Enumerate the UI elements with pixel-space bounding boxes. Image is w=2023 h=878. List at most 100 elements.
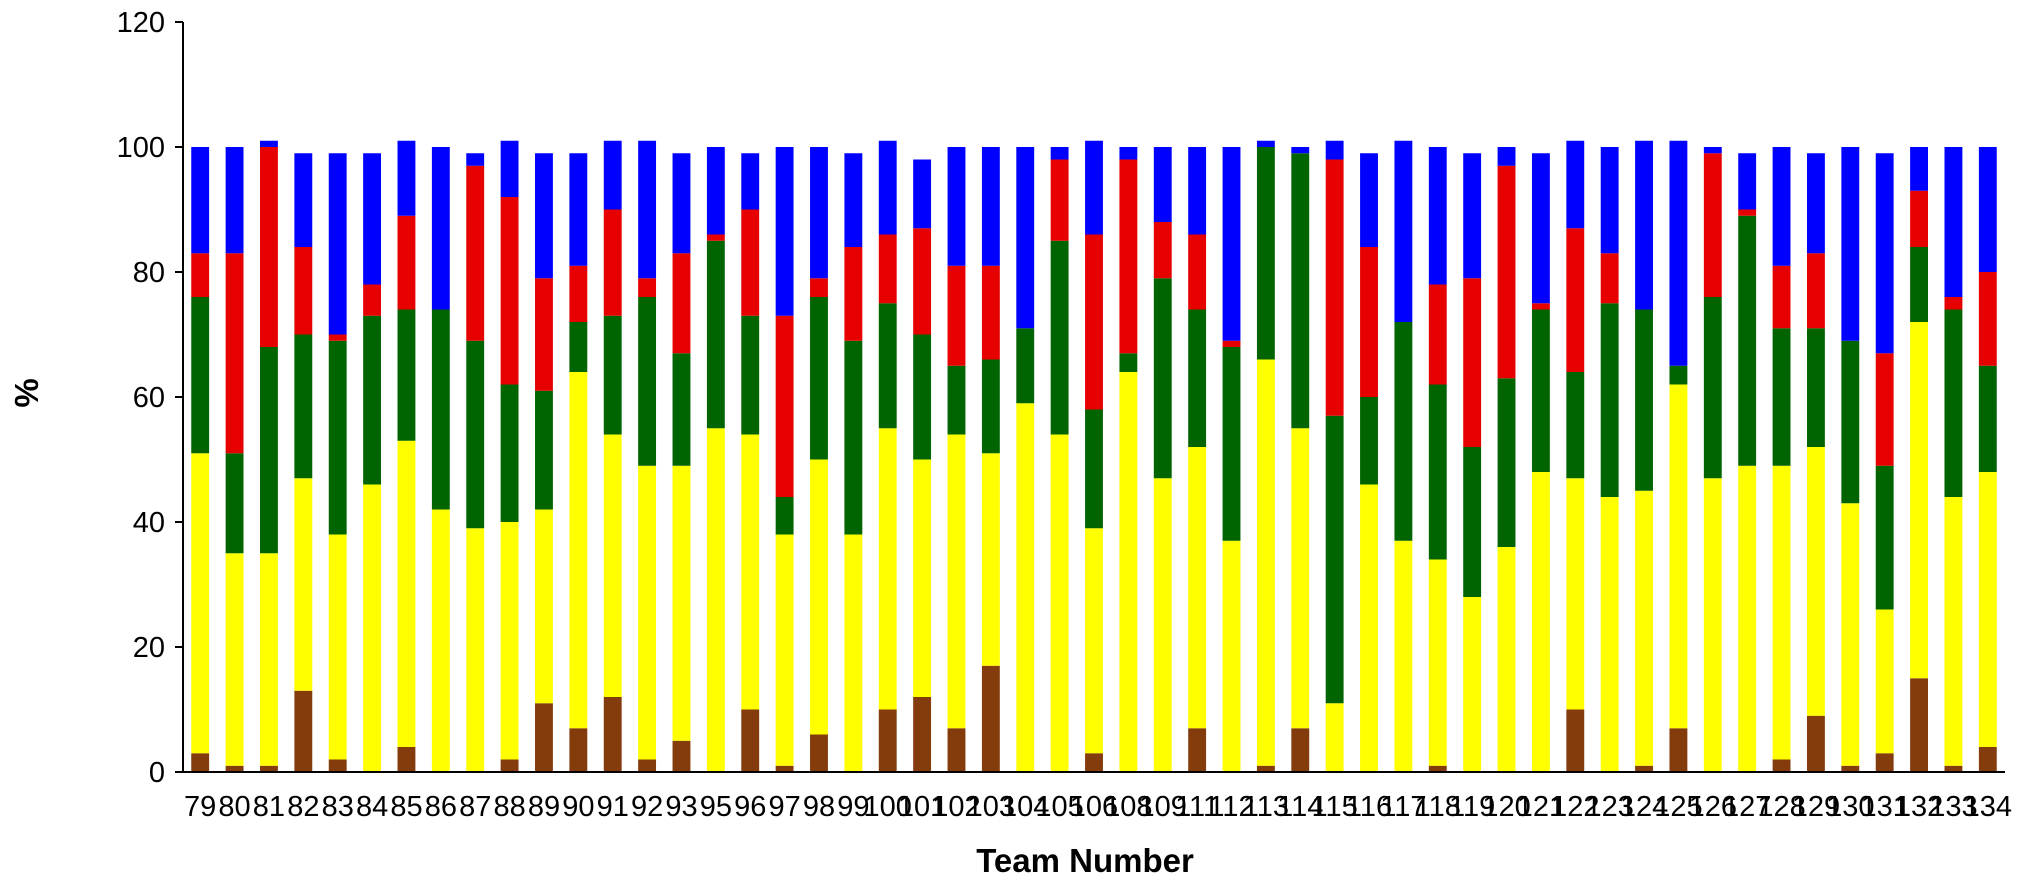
bar-segment-86-1 <box>431 509 450 772</box>
x-tick-label: 84 <box>356 791 388 823</box>
bar-segment-134-4 <box>1978 147 1997 272</box>
bar-segment-133-3 <box>1944 297 1963 310</box>
x-tick-label: 114 <box>1277 791 1323 823</box>
bar-segment-89-0 <box>535 703 553 772</box>
bar-segment-109-3 <box>1153 222 1172 279</box>
x-tick-label: 85 <box>390 791 422 823</box>
bar-segment-96-0 <box>741 709 760 772</box>
bar-segment-103-2 <box>981 359 1000 454</box>
y-axis-ticks: 0 20 40 60 80 100 120 <box>117 7 183 789</box>
bar-segment-84-1 <box>363 484 382 772</box>
bar-segment-84-4 <box>363 153 382 285</box>
bar-segment-121-3 <box>1531 303 1550 310</box>
bar-segment-79-1 <box>191 453 210 754</box>
x-tick-label: 118 <box>1415 791 1461 823</box>
y-tick-label: 60 <box>133 382 165 414</box>
bar-segment-122-4 <box>1566 140 1585 229</box>
x-tick-label: 124 <box>1620 791 1668 823</box>
bars-layer <box>191 140 1997 772</box>
bar-segment-92-4 <box>638 140 657 279</box>
bar-segment-91-1 <box>603 434 622 697</box>
bar-segment-90-0 <box>569 728 588 772</box>
x-tick-label: 88 <box>493 791 525 823</box>
bar-segment-102-2 <box>947 365 966 435</box>
bar-segment-115-3 <box>1325 159 1344 416</box>
bar-segment-80-4 <box>225 147 244 254</box>
bar-segment-131-4 <box>1875 153 1894 354</box>
x-tick-label: 99 <box>837 791 869 823</box>
bar-segment-98-0 <box>810 734 828 772</box>
bar-segment-129-0 <box>1806 715 1825 772</box>
x-tick-label: 92 <box>631 791 663 823</box>
bar-segment-85-3 <box>397 215 416 310</box>
bar-segment-97-0 <box>775 765 794 772</box>
x-tick-label: 89 <box>528 791 560 823</box>
bar-segment-119-2 <box>1463 447 1482 597</box>
bar-segment-123-4 <box>1600 147 1619 254</box>
bar-segment-80-0 <box>225 765 244 772</box>
y-tick-label: 40 <box>133 507 165 539</box>
bar-segment-81-0 <box>260 765 278 772</box>
x-tick-label: 103 <box>967 791 1015 823</box>
bar-segment-90-4 <box>569 153 588 266</box>
bar-segment-129-1 <box>1806 447 1825 716</box>
bar-segment-114-2 <box>1291 153 1310 429</box>
bar-segment-126-2 <box>1703 297 1722 479</box>
bar-segment-82-4 <box>294 153 313 247</box>
bar-segment-106-4 <box>1085 140 1103 235</box>
bar-segment-115-2 <box>1325 415 1344 704</box>
x-tick-label: 112 <box>1208 791 1254 823</box>
bar-segment-108-3 <box>1119 159 1138 354</box>
bar-segment-131-1 <box>1875 609 1894 754</box>
bar-segment-117-4 <box>1394 140 1413 322</box>
bar-segment-114-4 <box>1291 147 1310 154</box>
x-tick-label: 95 <box>700 791 732 823</box>
bar-segment-91-0 <box>603 697 622 772</box>
bar-segment-128-0 <box>1772 759 1791 772</box>
x-tick-label: 83 <box>322 791 354 823</box>
x-tick-label: 106 <box>1070 791 1118 823</box>
bar-segment-86-4 <box>431 147 450 310</box>
bar-segment-113-4 <box>1256 140 1275 147</box>
x-tick-label: 127 <box>1723 791 1771 823</box>
x-tick-label: 90 <box>562 791 594 823</box>
bar-segment-85-1 <box>397 440 416 747</box>
bar-segment-92-3 <box>638 278 657 297</box>
bar-segment-98-4 <box>810 147 828 279</box>
bar-segment-85-0 <box>397 747 416 772</box>
x-tick-label: 134 <box>1964 791 2012 823</box>
bar-segment-98-1 <box>810 459 828 735</box>
bar-segment-106-1 <box>1085 528 1103 754</box>
bar-segment-108-1 <box>1119 372 1138 772</box>
x-tick-label: 126 <box>1689 791 1737 823</box>
x-tick-label: 91 <box>597 791 629 823</box>
bar-segment-126-3 <box>1703 153 1722 297</box>
bar-segment-101-2 <box>913 334 932 460</box>
bar-segment-79-2 <box>191 297 210 454</box>
x-tick-label: 113 <box>1243 791 1289 823</box>
bar-segment-100-4 <box>878 140 897 235</box>
bar-segment-116-3 <box>1360 247 1378 397</box>
bar-segment-83-0 <box>328 759 347 772</box>
bar-segment-83-3 <box>328 334 347 341</box>
bar-segment-126-1 <box>1703 478 1722 772</box>
bar-segment-125-1 <box>1669 384 1688 729</box>
bar-segment-121-1 <box>1531 472 1550 772</box>
bar-segment-125-4 <box>1669 140 1688 366</box>
bar-segment-122-2 <box>1566 372 1585 479</box>
bar-segment-93-0 <box>672 740 691 772</box>
bar-segment-83-2 <box>328 340 347 535</box>
x-tick-label: 109 <box>1139 791 1187 823</box>
bar-segment-119-4 <box>1463 153 1482 279</box>
x-tick-label: 111 <box>1175 791 1219 823</box>
bar-segment-133-1 <box>1944 497 1963 766</box>
bar-segment-97-2 <box>775 497 794 535</box>
bar-segment-82-0 <box>294 690 313 772</box>
bar-segment-101-4 <box>913 159 932 229</box>
bar-segment-86-2 <box>431 309 450 510</box>
bar-segment-99-4 <box>844 153 863 247</box>
x-tick-label: 125 <box>1654 791 1702 823</box>
bar-segment-91-2 <box>603 315 622 435</box>
x-tick-label: 116 <box>1346 791 1392 823</box>
bar-segment-130-4 <box>1841 147 1860 341</box>
